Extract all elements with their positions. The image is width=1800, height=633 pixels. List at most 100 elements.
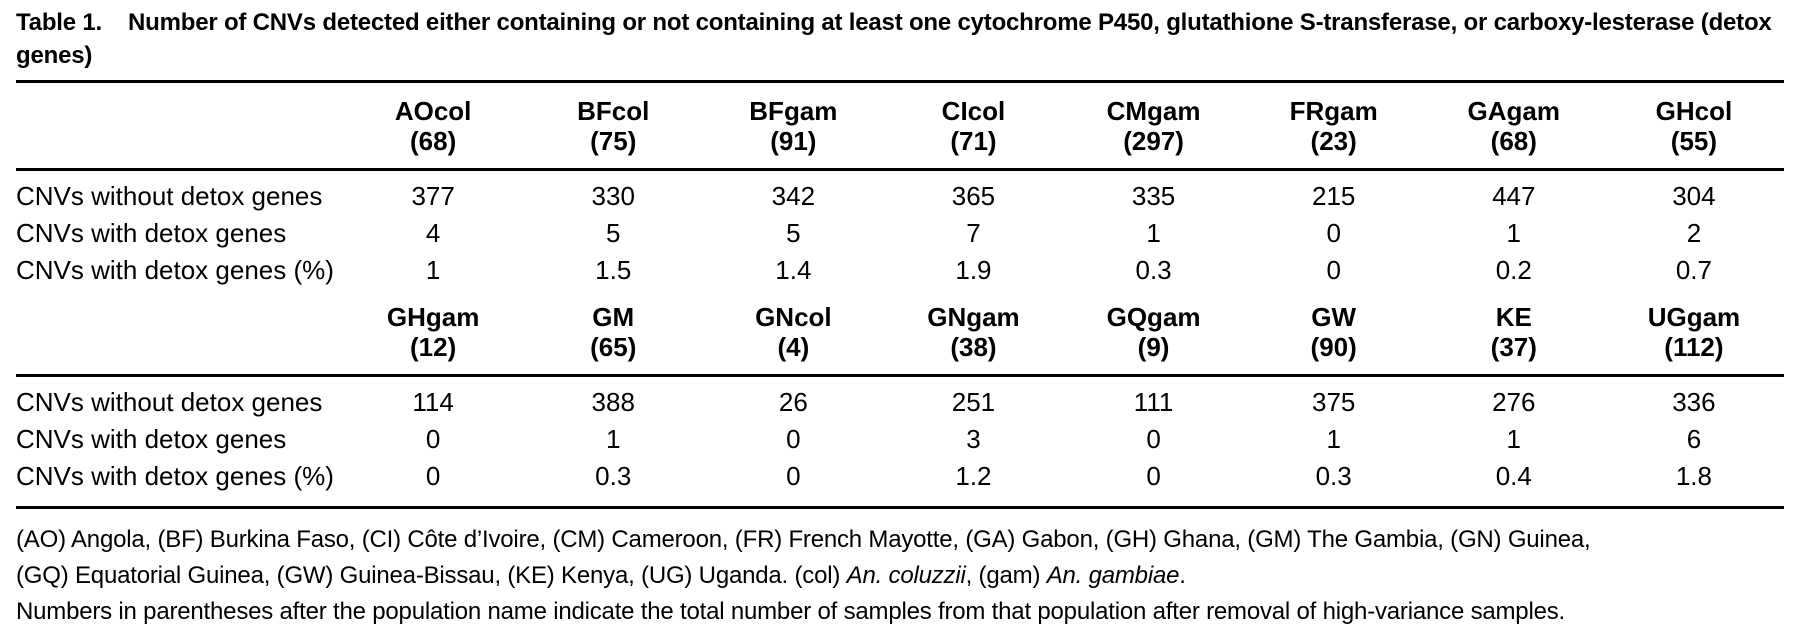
population-column-header: GAgam (68) (1423, 81, 1604, 171)
value-cell: 26 (778, 387, 808, 417)
footnote-abbreviations-line1: (AO) Angola, (BF) Burkina Faso, (CI) Côt… (16, 526, 1591, 553)
table-row: CNVs without detox genes 377 330 342 365… (16, 170, 1784, 216)
table-number: Table 1. (16, 9, 102, 36)
sample-count: (9) (1137, 332, 1170, 362)
population-name: AOcol (394, 96, 472, 126)
sample-count: (38) (950, 332, 997, 362)
value-cell: 447 (1492, 181, 1536, 211)
value-cell: 1.9 (955, 255, 992, 285)
value-cell: 330 (591, 181, 635, 211)
value-cell: 1.2 (955, 461, 992, 491)
value-cell: 0.4 (1495, 461, 1532, 491)
value-cell: 1 (1506, 424, 1522, 454)
sample-count: (75) (590, 126, 637, 156)
value-cell: 0.3 (1315, 461, 1352, 491)
footnote-sample-note: Numbers in parentheses after the populat… (16, 598, 1565, 625)
value-cell: 365 (951, 181, 996, 211)
value-cell: 111 (1133, 387, 1174, 417)
value-cell: 0 (1326, 218, 1341, 248)
value-cell: 3 (966, 424, 981, 454)
value-cell: 0.7 (1675, 255, 1712, 285)
value-cell: 1 (425, 255, 441, 285)
row-label: CNVs with detox genes (%) (16, 461, 334, 491)
sample-count: (68) (1490, 126, 1537, 156)
population-name: GW (1311, 302, 1357, 332)
value-cell: 0 (425, 461, 441, 491)
sample-count: (4) (777, 332, 810, 362)
table-row: CNVs with detox genes 4 5 5 7 1 0 1 2 (16, 215, 1784, 252)
value-cell: 215 (1311, 181, 1356, 211)
row-label: CNVs without detox genes (16, 387, 323, 417)
population-name: GHcol (1655, 96, 1733, 126)
population-name: BFgam (749, 96, 838, 126)
population-name: CMgam (1106, 96, 1201, 126)
value-cell: 1 (606, 424, 621, 454)
table-row: CNVs with detox genes (%) 1 1.5 1.4 1.9 … (16, 252, 1784, 289)
population-name: FRgam (1289, 96, 1378, 126)
value-cell: 251 (951, 387, 996, 417)
header-row-block1: AOcol (68) BFcol (75) BFgam (91) CIcol (… (16, 81, 1784, 171)
header-spacer (16, 289, 344, 377)
sample-count: (112) (1664, 332, 1724, 362)
value-cell: 5 (606, 218, 621, 248)
value-cell: 2 (1686, 218, 1702, 248)
population-name: UGgam (1647, 302, 1741, 332)
population-name: GNcol (755, 302, 832, 332)
sample-count: (297) (1123, 126, 1184, 156)
population-column-header: BFcol (75) (523, 81, 704, 171)
value-cell: 0 (1146, 424, 1161, 454)
table-title: Table 1. Number of CNVs detected either c… (16, 6, 1784, 72)
value-cell: 0 (1326, 255, 1341, 285)
value-cell: 335 (1131, 181, 1176, 211)
population-column-header: CMgam (297) (1063, 81, 1244, 171)
value-cell: 0 (425, 424, 441, 454)
population-name: BFcol (577, 96, 650, 126)
value-cell: 1.8 (1675, 461, 1712, 491)
footnote-abbreviations-line2: (GQ) Equatorial Guinea, (GW) Guinea-Biss… (16, 558, 1784, 594)
value-cell: 0.2 (1495, 255, 1532, 285)
value-cell: 1 (1506, 218, 1522, 248)
value-cell: 304 (1672, 181, 1716, 211)
value-cell: 0.3 (595, 461, 632, 491)
value-cell: 1.4 (775, 255, 812, 285)
population-column-header: GHcol (55) (1603, 81, 1784, 171)
table-footnotes: (AO) Angola, (BF) Burkina Faso, (CI) Côt… (16, 522, 1784, 630)
sample-count: (90) (1310, 332, 1357, 362)
row-label: CNVs without detox genes (16, 181, 323, 211)
population-column-header: UGgam (112) (1603, 289, 1784, 377)
population-name: KE (1495, 302, 1532, 332)
table-row: CNVs without detox genes 114 388 26 251 … (16, 376, 1784, 422)
sample-count: (55) (1670, 126, 1718, 156)
header-row-block2: GHgam (12) GM (65) GNcol (4) GNgam (38) … (16, 289, 1784, 377)
value-cell: 0.3 (1135, 255, 1172, 285)
value-cell: 4 (425, 218, 441, 248)
value-cell: 7 (966, 218, 981, 248)
sample-count: (12) (410, 332, 457, 362)
value-cell: 114 (412, 387, 454, 417)
sample-count: (23) (1310, 126, 1357, 156)
sample-count: (65) (590, 332, 637, 362)
value-cell: 6 (1686, 424, 1702, 454)
value-cell: 0 (786, 424, 801, 454)
value-cell: 5 (786, 218, 801, 248)
population-name: GM (592, 302, 635, 332)
table-row: CNVs with detox genes (%) 0 0.3 0 1.2 0 … (16, 458, 1784, 508)
population-column-header: GW (90) (1243, 289, 1424, 377)
value-cell: 1 (1326, 424, 1341, 454)
value-cell: 342 (771, 181, 816, 211)
population-name: GQgam (1106, 302, 1201, 332)
value-cell: 276 (1492, 387, 1536, 417)
species-name-coluzzii: An. coluzzii (846, 562, 966, 589)
population-column-header: CIcol (71) (883, 81, 1064, 171)
species-name-gambiae: An. gambiae (1046, 562, 1180, 589)
value-cell: 375 (1311, 387, 1356, 417)
value-cell: 0 (1146, 461, 1161, 491)
population-name: GNgam (927, 302, 1020, 332)
sample-count: (91) (770, 126, 817, 156)
population-name: GHgam (386, 302, 480, 332)
sample-count: (71) (950, 126, 997, 156)
value-cell: 388 (591, 387, 635, 417)
footnote-text: (GQ) Equatorial Guinea, (GW) Guinea-Biss… (16, 562, 847, 589)
value-cell: 0 (786, 461, 801, 491)
